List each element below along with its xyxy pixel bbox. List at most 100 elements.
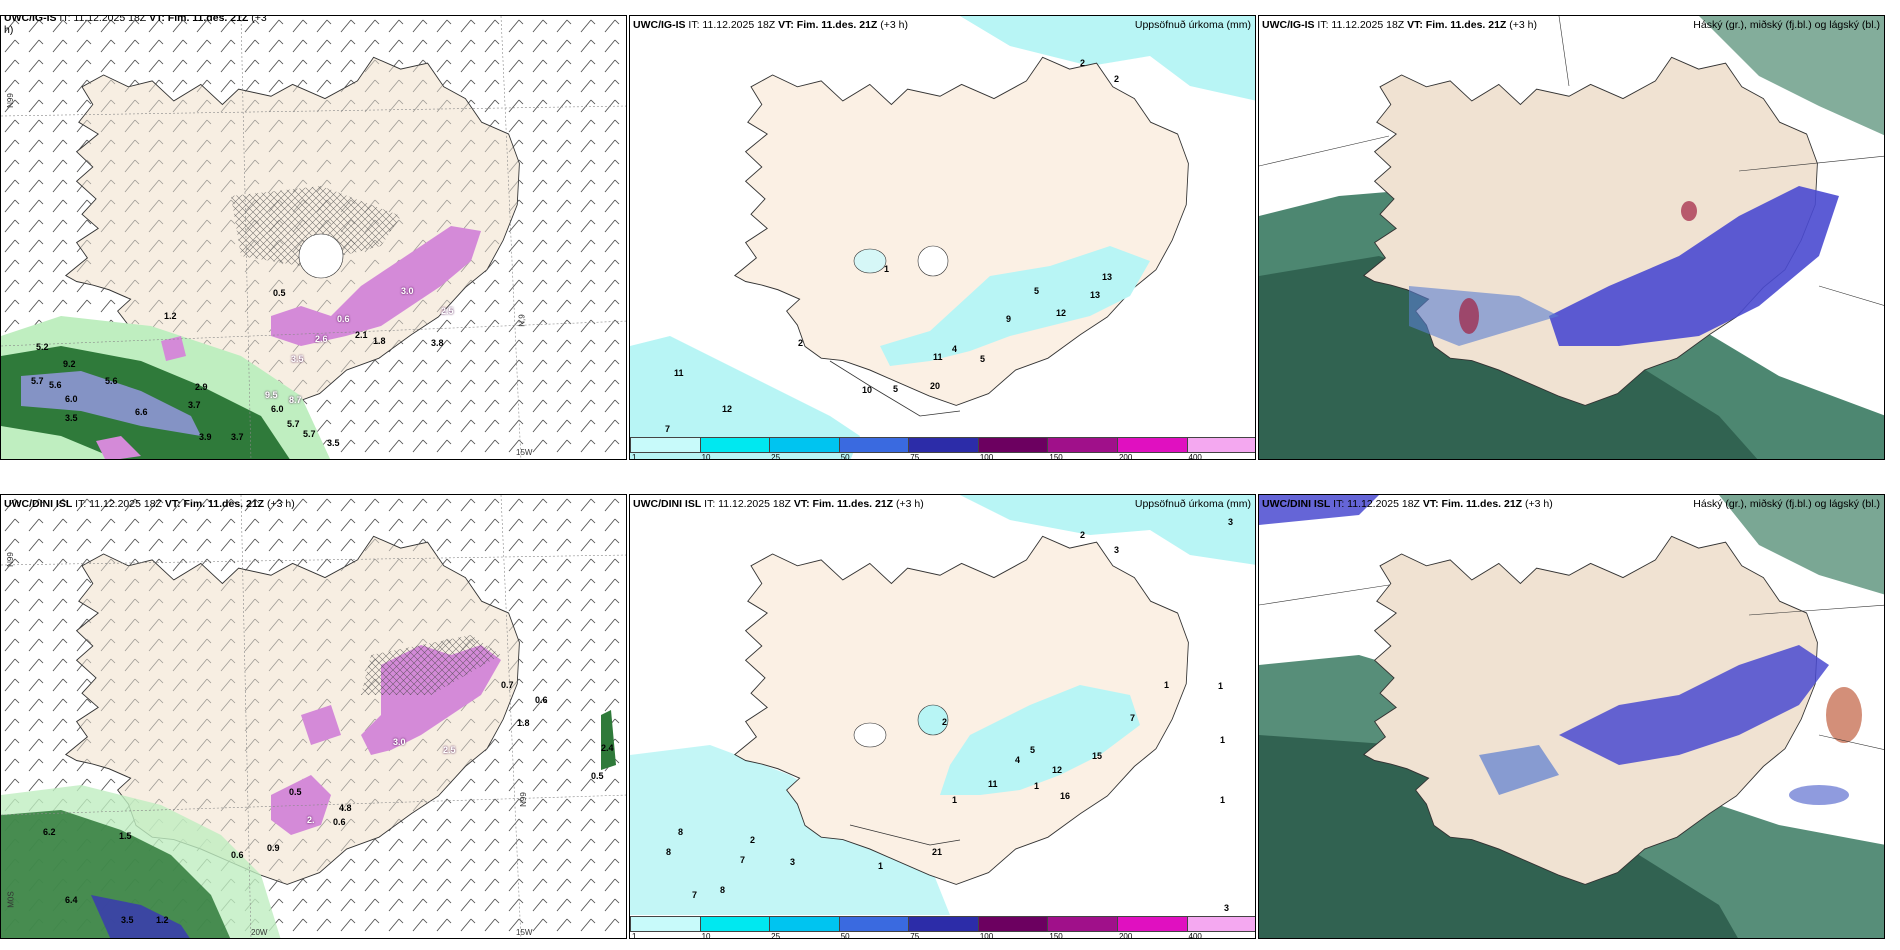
value-label: 7 <box>1130 713 1136 723</box>
precip-area <box>880 246 1150 366</box>
value-label: 11 <box>933 352 943 362</box>
value-label: 3 <box>1114 545 1120 555</box>
value-label: 7 <box>692 890 698 900</box>
value-label: 6.0 <box>65 394 78 404</box>
graticule <box>1 16 626 459</box>
value-label: 11 <box>674 368 684 378</box>
panel-title: Uppsöfnuð úrkoma (mm) <box>1134 19 1251 31</box>
map-wind-precip-dini <box>1 495 626 938</box>
value-label: 1 <box>952 795 958 805</box>
precip-legend: 1 10 25 50 75 100 150 200 400 <box>630 916 1255 938</box>
value-label: 3.7 <box>231 432 244 442</box>
value-label: 2.1 <box>355 330 368 340</box>
value-label: 2 <box>750 835 756 845</box>
map-clouds-dini <box>1259 495 1884 938</box>
iceland-land <box>734 56 1189 406</box>
legend-swatch: 100 <box>978 437 1049 459</box>
value-label: 7 <box>740 855 746 865</box>
precip-area <box>630 336 860 459</box>
value-label: 9.2 <box>63 359 76 369</box>
value-label: 6.6 <box>135 407 148 417</box>
value-label: 3.8 <box>431 338 444 348</box>
map-clouds-igis <box>1259 16 1884 459</box>
lat-label: N99 <box>5 93 15 108</box>
value-label: 8 <box>666 847 672 857</box>
legend-swatch: 400 <box>1187 916 1255 938</box>
value-label: 4.8 <box>339 803 352 813</box>
value-label: 5 <box>980 354 986 364</box>
value-label: 2.6 <box>315 334 328 344</box>
panel-header: UWC/DINI ISL IT: 11.12.2025 18Z VT: Fim.… <box>4 498 295 510</box>
value-label: 5.6 <box>49 380 62 390</box>
value-label: 0.7 <box>501 680 514 690</box>
value-label: 2.5 <box>441 306 454 316</box>
mid-cloud-area <box>1549 186 1839 346</box>
glacier-outline <box>298 233 344 279</box>
value-label: 5.7 <box>287 419 300 429</box>
value-label: 0.6 <box>337 314 350 324</box>
panel-title: Háský (gr.), miðský (fj.bl.) og lágský (… <box>1693 19 1880 31</box>
graticule <box>1 495 626 938</box>
value-label: 2 <box>1080 58 1086 68</box>
value-label: 5 <box>1034 286 1040 296</box>
blue-band <box>21 371 201 436</box>
value-label: 1 <box>884 264 890 274</box>
value-label: 2.9 <box>195 382 208 392</box>
panel-title: Uppsöfnuð úrkoma (mm) <box>1134 498 1251 510</box>
panel-header: UWC/IG-IS IT: 11.12.2025 18Z VT: Fim. 11… <box>1262 19 1537 31</box>
mid-cloud-area <box>1559 645 1829 765</box>
precip-area <box>960 495 1255 565</box>
panel-header: UWC/DINI ISL IT: 11.12.2025 18Z VT: Fim.… <box>633 498 924 510</box>
panel-header: UWC/IG-IS IT: 11.12.2025 18Z VT: Fim. 11… <box>4 15 267 36</box>
value-label: 8.7 <box>289 395 302 405</box>
precip-area <box>630 745 950 915</box>
legend-swatch: 25 <box>770 437 840 459</box>
lat-label: M0S <box>6 891 16 908</box>
value-label: 21 <box>932 847 943 857</box>
value-label: 0.9 <box>267 843 280 853</box>
panel-header: UWC/DINI ISL IT: 11.12.2025 18Z VT: Fim.… <box>1262 498 1553 510</box>
legend-swatch: 10 <box>700 916 771 938</box>
lat-label: N99 <box>518 792 528 807</box>
value-label: 2. <box>307 815 315 825</box>
panel-clouds-bottom: UWC/DINI ISL IT: 11.12.2025 18Z VT: Fim.… <box>1258 494 1885 939</box>
value-label: 9 <box>1006 314 1012 324</box>
value-label: 0.6 <box>231 850 244 860</box>
value-label: 2 <box>798 338 804 348</box>
value-label: 8 <box>720 885 726 895</box>
map-accum-precip-dini <box>630 495 1255 915</box>
value-label: 5.7 <box>303 429 316 439</box>
value-label: 1.8 <box>373 336 386 346</box>
value-label: 2 <box>942 717 948 727</box>
value-label: 1.8 <box>517 718 530 728</box>
value-label: 3 <box>1224 903 1230 913</box>
value-label: 2.4 <box>601 743 614 753</box>
legend-swatch: 75 <box>909 916 979 938</box>
value-label: 0.5 <box>591 771 604 781</box>
value-label: 5.7 <box>31 376 44 386</box>
value-label: 2 <box>1080 530 1086 540</box>
value-label: 1 <box>1218 681 1224 691</box>
precip-area <box>960 16 1255 101</box>
precip-area <box>940 685 1140 795</box>
value-label: 9.5 <box>265 390 278 400</box>
value-label: 3.9 <box>199 432 212 442</box>
legend-swatch: 10 <box>700 437 771 459</box>
panel-title: Háský (gr.), miðský (fj.bl.) og lágský (… <box>1693 498 1880 510</box>
value-label: 1 <box>1220 735 1226 745</box>
value-label: 0.6 <box>535 695 548 705</box>
value-label: 6.4 <box>65 895 78 905</box>
map-wind-precip-igis <box>1 16 626 459</box>
legend-swatch: 100 <box>978 916 1049 938</box>
value-label: 1.2 <box>164 311 177 321</box>
value-label: 13 <box>1090 290 1101 300</box>
value-label: 3.0 <box>401 286 414 296</box>
value-label: 2 <box>1114 74 1120 84</box>
value-label: 6.2 <box>43 827 56 837</box>
legend-swatch: 400 <box>1187 437 1255 459</box>
legend-swatch: 50 <box>839 437 910 459</box>
value-label: 3 <box>1228 517 1234 527</box>
value-label: 4 <box>952 344 958 354</box>
value-label: 12 <box>1056 308 1067 318</box>
value-label: 1 <box>878 861 884 871</box>
